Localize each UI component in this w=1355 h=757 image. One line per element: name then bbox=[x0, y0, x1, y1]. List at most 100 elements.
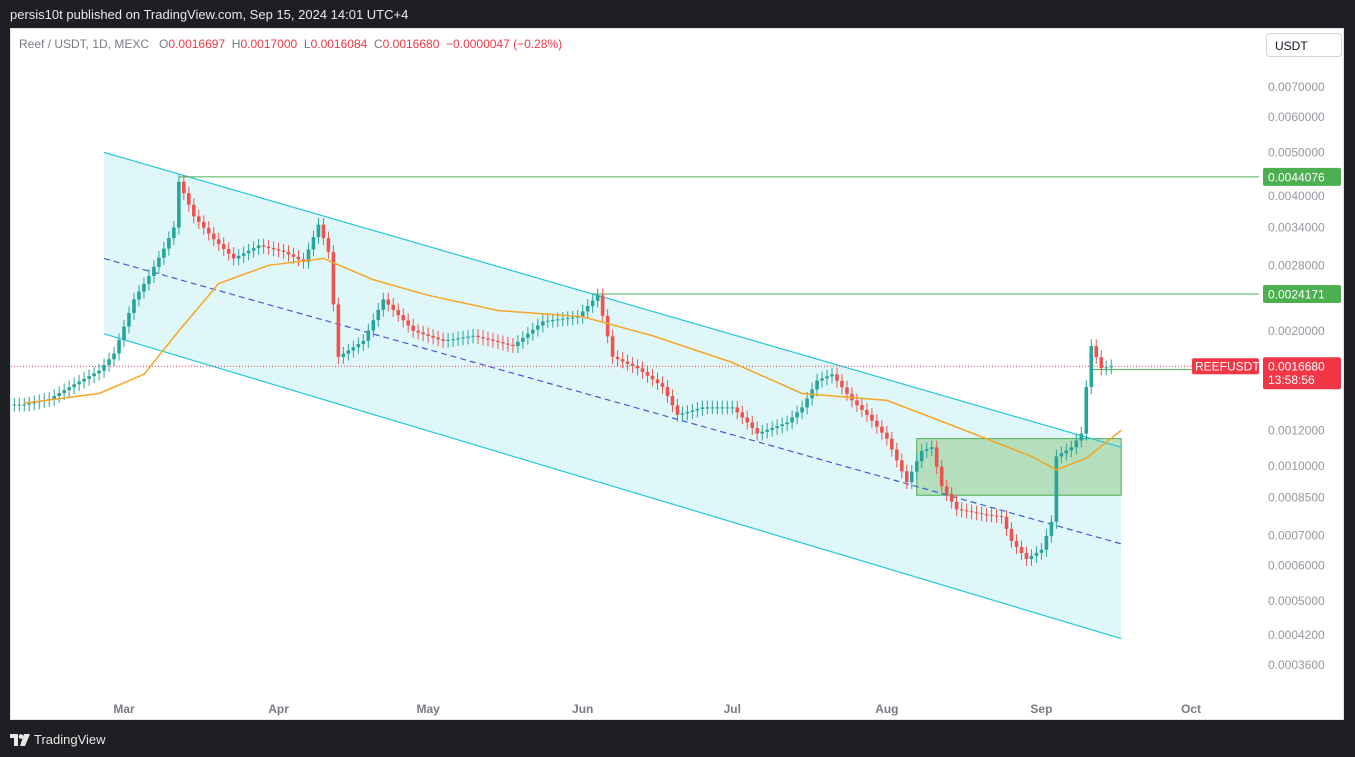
candle-body[interactable] bbox=[750, 422, 755, 429]
candle-body[interactable] bbox=[401, 315, 406, 321]
candle-body[interactable] bbox=[371, 320, 376, 331]
candle-body[interactable] bbox=[286, 251, 291, 255]
symbol-tag[interactable] bbox=[1192, 358, 1259, 375]
candle-body[interactable] bbox=[271, 248, 276, 250]
candle-body[interactable] bbox=[496, 340, 500, 343]
candle-body[interactable] bbox=[845, 387, 849, 394]
price-chart[interactable]: 0.0070000 0.0060000 0.0050000 0.0040000 0.00… bbox=[11, 29, 1344, 720]
candle-body[interactable] bbox=[341, 353, 346, 357]
candle-body[interactable] bbox=[306, 249, 311, 262]
candle-body[interactable] bbox=[411, 325, 415, 331]
candle-body[interactable] bbox=[396, 309, 401, 316]
candle-body[interactable] bbox=[261, 245, 266, 247]
candle-body[interactable] bbox=[102, 364, 106, 371]
candle-body[interactable] bbox=[800, 407, 804, 413]
candle-body[interactable] bbox=[256, 245, 261, 249]
candle-body[interactable] bbox=[291, 254, 296, 257]
candle-body[interactable] bbox=[221, 244, 226, 249]
candle-body[interactable] bbox=[281, 250, 286, 252]
candle-body[interactable] bbox=[939, 466, 944, 487]
candle-body[interactable] bbox=[231, 253, 236, 259]
candle-body[interactable] bbox=[386, 299, 391, 305]
candle-body[interactable] bbox=[830, 374, 834, 377]
candle-body[interactable] bbox=[236, 255, 241, 259]
candle-body[interactable] bbox=[127, 312, 131, 327]
candle-body[interactable] bbox=[570, 317, 575, 319]
candle-body[interactable] bbox=[615, 356, 620, 360]
candle-body[interactable] bbox=[501, 342, 505, 344]
candle-body[interactable] bbox=[904, 471, 909, 483]
candle-body[interactable] bbox=[825, 376, 829, 379]
candle-body[interactable] bbox=[137, 291, 141, 300]
candle-body[interactable] bbox=[745, 417, 750, 423]
candle-body[interactable] bbox=[1044, 535, 1049, 550]
candle-body[interactable] bbox=[999, 516, 1004, 518]
candle-body[interactable] bbox=[182, 181, 186, 194]
candle-body[interactable] bbox=[12, 404, 17, 406]
candle-body[interactable] bbox=[994, 515, 999, 517]
candle-body[interactable] bbox=[27, 403, 32, 405]
candle-body[interactable] bbox=[550, 320, 555, 322]
candle-body[interactable] bbox=[650, 375, 655, 380]
candle-body[interactable] bbox=[700, 407, 705, 409]
candle-body[interactable] bbox=[560, 318, 565, 320]
candle-body[interactable] bbox=[1054, 456, 1059, 522]
candle-body[interactable] bbox=[346, 350, 351, 354]
candle-body[interactable] bbox=[954, 501, 959, 510]
level-price-tag[interactable] bbox=[1263, 284, 1341, 303]
candle-body[interactable] bbox=[451, 339, 455, 341]
candle-body[interactable] bbox=[57, 393, 61, 397]
candle-body[interactable] bbox=[266, 246, 271, 249]
candle-body[interactable] bbox=[546, 320, 550, 322]
candle-body[interactable] bbox=[491, 339, 495, 341]
candle-body[interactable] bbox=[785, 422, 789, 425]
candle-body[interactable] bbox=[1104, 367, 1109, 369]
candle-body[interactable] bbox=[989, 514, 994, 516]
tradingview-brand[interactable]: TradingView bbox=[10, 732, 106, 747]
chart-panel[interactable]: Reef / USDT, 1D, MEXC O0.0016697 H0.0017… bbox=[10, 28, 1344, 720]
candle-body[interactable] bbox=[865, 409, 869, 415]
candle-body[interactable] bbox=[241, 253, 246, 256]
candle-body[interactable] bbox=[1079, 433, 1084, 441]
candle-body[interactable] bbox=[62, 390, 66, 394]
candle-body[interactable] bbox=[471, 335, 475, 337]
candle-body[interactable] bbox=[735, 407, 740, 413]
support-zone-box[interactable] bbox=[916, 438, 1122, 496]
candle-body[interactable] bbox=[1014, 540, 1019, 547]
candle-body[interactable] bbox=[855, 400, 859, 406]
candle-body[interactable] bbox=[376, 309, 381, 321]
candle-body[interactable] bbox=[107, 359, 111, 365]
candle-body[interactable] bbox=[32, 402, 37, 404]
candle-body[interactable] bbox=[695, 408, 700, 411]
candle-body[interactable] bbox=[660, 383, 665, 387]
candle-body[interactable] bbox=[147, 276, 151, 284]
candle-body[interactable] bbox=[979, 513, 984, 515]
candle-body[interactable] bbox=[919, 450, 924, 462]
candle-body[interactable] bbox=[680, 413, 685, 415]
candle-body[interactable] bbox=[795, 412, 799, 418]
candle-body[interactable] bbox=[466, 336, 470, 338]
candle-body[interactable] bbox=[575, 316, 580, 318]
channel-upper-line[interactable] bbox=[103, 151, 1122, 448]
candle-body[interactable] bbox=[1094, 346, 1099, 358]
candle-body[interactable] bbox=[964, 510, 969, 512]
candle-body[interactable] bbox=[959, 509, 964, 511]
candle-body[interactable] bbox=[1069, 447, 1074, 451]
candle-body[interactable] bbox=[132, 299, 136, 313]
candle-body[interactable] bbox=[486, 338, 490, 340]
candle-body[interactable] bbox=[610, 336, 615, 357]
candle-body[interactable] bbox=[481, 337, 485, 339]
candle-body[interactable] bbox=[226, 248, 231, 254]
candle-body[interactable] bbox=[536, 325, 540, 330]
candle-body[interactable] bbox=[580, 311, 585, 317]
candle-body[interactable] bbox=[1034, 552, 1039, 556]
candle-body[interactable] bbox=[909, 471, 914, 483]
candle-body[interactable] bbox=[436, 337, 440, 340]
candle-body[interactable] bbox=[421, 332, 425, 335]
candle-body[interactable] bbox=[924, 449, 929, 451]
candle-body[interactable] bbox=[541, 321, 545, 326]
candle-body[interactable] bbox=[531, 329, 535, 334]
candle-body[interactable] bbox=[351, 347, 356, 351]
candle-body[interactable] bbox=[67, 387, 71, 391]
candle-body[interactable] bbox=[416, 330, 420, 333]
